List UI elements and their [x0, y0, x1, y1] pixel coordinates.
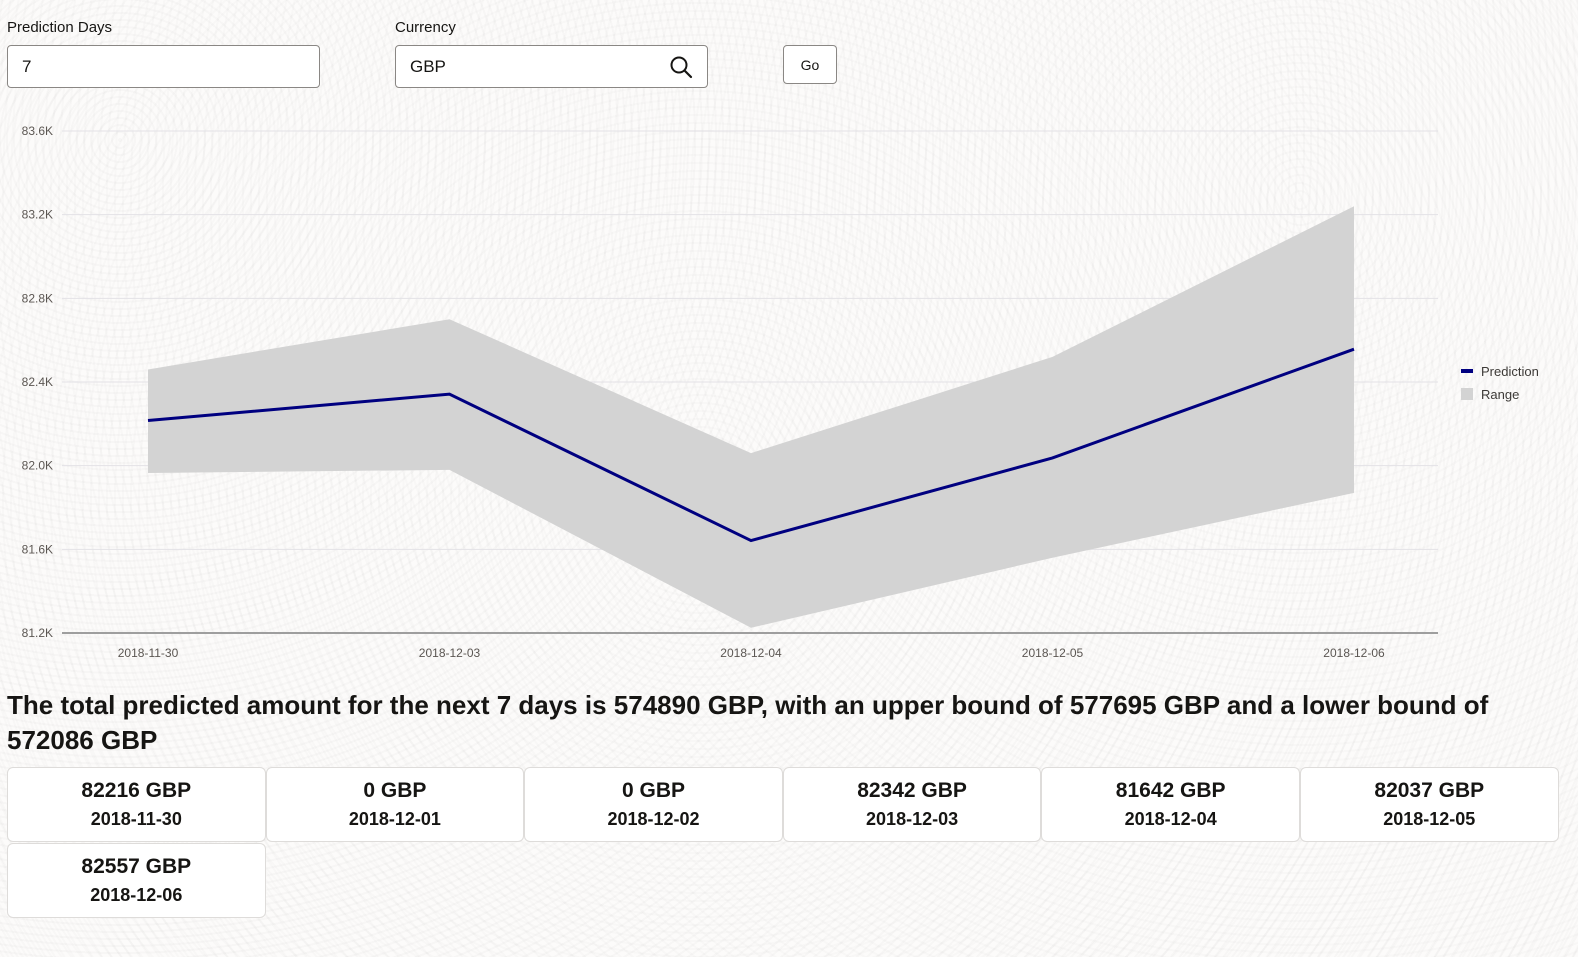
daily-cards: 82216 GBP 2018-11-30 0 GBP 2018-12-01 0 GBP 2… [7, 767, 1559, 919]
currency-value: GBP [410, 56, 446, 76]
day-card-amount: 0 GBP [621, 778, 685, 802]
day-card: 81642 GBP 2018-12-04 [1041, 767, 1300, 842]
x-tick-label: 2018-11-30 [118, 646, 179, 660]
day-card-amount: 0 GBP [363, 778, 427, 802]
day-card: 82216 GBP 2018-11-30 [7, 767, 266, 842]
day-card-date: 2018-12-05 [1383, 808, 1476, 829]
line-layer [147, 347, 1355, 543]
y-tick-label: 83.6K [22, 124, 53, 138]
search-icon[interactable] [669, 55, 693, 79]
x-tick-label: 2018-12-05 [1022, 646, 1084, 660]
day-card-amount: 81642 GBP [1115, 778, 1226, 802]
day-card: 0 GBP 2018-12-02 [524, 767, 783, 842]
day-card-amount: 82342 GBP [857, 778, 967, 802]
x-tick-label: 2018-12-03 [419, 646, 481, 660]
prediction-days-label: Prediction Days [7, 19, 113, 36]
day-card: 82557 GBP 2018-12-06 [7, 843, 266, 918]
y-tick-label: 82.4K [22, 375, 53, 389]
legend-prediction-label[interactable]: Prediction [1481, 364, 1539, 379]
day-card-date: 2018-11-30 [90, 808, 182, 829]
prediction-days-input[interactable]: 7 [7, 45, 320, 88]
day-card-amount: 82216 GBP [81, 778, 192, 802]
currency-input[interactable]: GBP [395, 45, 708, 88]
day-card-date: 2018-12-01 [348, 808, 441, 829]
y-tick-label: 83.2K [22, 208, 53, 222]
legend-range-label[interactable]: Range [1481, 387, 1519, 402]
legend: Prediction Range [1461, 364, 1539, 402]
day-card: 82342 GBP 2018-12-03 [782, 767, 1042, 842]
prediction-days-value: 7 [22, 56, 32, 76]
summary-text: The total predicted amount for the next … [7, 690, 1489, 755]
day-card-date: 2018-12-04 [1124, 808, 1217, 829]
day-card: 82037 GBP 2018-12-05 [1299, 767, 1559, 842]
range-layer [148, 206, 1354, 628]
day-card-amount: 82557 GBP [81, 854, 192, 878]
y-tick-label: 81.6K [22, 542, 53, 556]
day-card-date: 2018-12-03 [866, 808, 959, 829]
prediction-chart: 81.2K 81.6K 82.0K 82.4K 82.8K 83.2K 83.6K 2018-… [22, 124, 1539, 660]
legend-range-swatch [1461, 388, 1473, 400]
day-card: 0 GBP 2018-12-01 [265, 767, 525, 842]
day-card-amount: 82037 GBP [1374, 778, 1485, 802]
axis-layer: 81.2K 81.6K 82.0K 82.4K 82.8K 83.2K 83.6K 2018-… [22, 124, 1438, 660]
go-button[interactable]: Go [783, 45, 837, 84]
range-area [148, 206, 1354, 628]
currency-label: Currency [395, 19, 456, 36]
y-tick-label: 82.0K [22, 459, 53, 473]
x-tick-label: 2018-12-06 [1323, 646, 1385, 660]
x-tick-label: 2018-12-04 [720, 646, 782, 660]
y-tick-label: 82.8K [22, 291, 53, 305]
y-tick-label: 81.2K [22, 626, 53, 640]
day-card-date: 2018-12-02 [607, 808, 700, 829]
legend-prediction-swatch [1461, 369, 1473, 373]
day-card-date: 2018-12-06 [90, 884, 183, 905]
